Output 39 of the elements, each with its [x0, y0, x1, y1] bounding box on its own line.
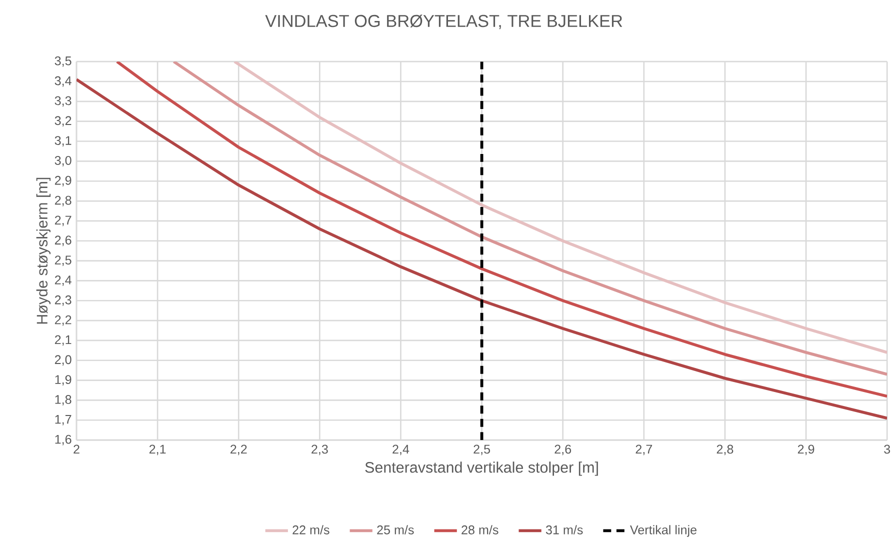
- x-tick-label: 3: [884, 444, 890, 454]
- x-tick-label: 2: [74, 444, 80, 454]
- y-tick-label: 2,8: [54, 196, 72, 206]
- y-tick-label: 2,5: [54, 255, 72, 266]
- x-tick-label: 2,4: [392, 444, 410, 456]
- x-tick-label: 2,5: [474, 444, 490, 456]
- y-tick-label: 2,2: [54, 315, 72, 326]
- y-tick-label: 1,9: [55, 374, 72, 386]
- y-tick-label: 2,6: [54, 236, 72, 246]
- x-axis-title: Senteravstand vertikale stolper [m]: [365, 461, 598, 476]
- y-tick-label: 2,9: [54, 176, 72, 186]
- y-tick-label: 2,7: [54, 216, 72, 226]
- legend-label: 28 m/s: [462, 524, 498, 534]
- x-tick-label: 2,9: [798, 444, 814, 456]
- y-tick-label: 1,6: [55, 434, 72, 446]
- y-tick-label: 3,4: [54, 76, 72, 87]
- x-tick-label: 2,6: [554, 444, 572, 456]
- legend-label: 22 m/s: [292, 524, 330, 534]
- y-tick-label: 2,4: [54, 275, 72, 286]
- y-tick-label: 2,3: [54, 295, 72, 306]
- y-tick-label: 3,1: [54, 136, 72, 146]
- y-tick-label: 3,5: [54, 56, 72, 67]
- y-tick-label: 1,8: [55, 394, 72, 406]
- legend-label: 25 m/s: [377, 524, 414, 534]
- x-tick-label: 2,3: [312, 444, 328, 456]
- y-tick-label: 2,1: [54, 335, 72, 346]
- legend-label: 31 m/s: [546, 524, 583, 534]
- y-tick-label: 2,0: [54, 355, 72, 366]
- x-tick-label: 2,1: [149, 444, 166, 456]
- y-tick-label: 1,7: [55, 414, 72, 426]
- y-axis-title: Høyde støyskjerm [m]: [36, 178, 51, 324]
- chart-title: VINDLAST OG BRØYTELAST, TRE BJELKER: [265, 14, 622, 29]
- y-tick-label: 3,2: [54, 116, 72, 126]
- x-tick-label: 2,7: [636, 444, 652, 456]
- legend-label: Vertikal linje: [630, 524, 696, 537]
- y-tick-label: 3,3: [54, 96, 72, 106]
- y-tick-label: 3,0: [54, 156, 72, 166]
- x-tick-label: 2,8: [716, 444, 734, 456]
- x-tick-label: 2,2: [230, 444, 247, 456]
